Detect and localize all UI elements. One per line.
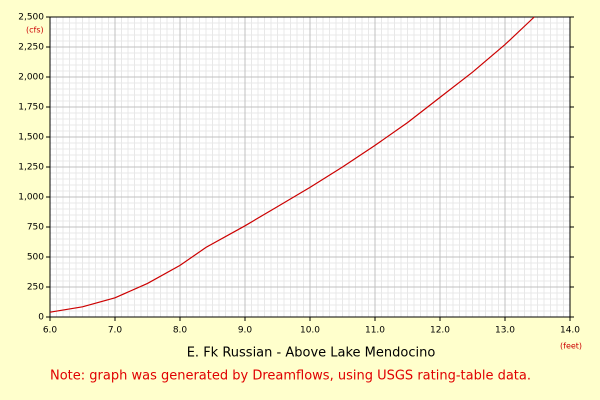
plot-frame [49,16,571,318]
y-tick-label: 500 [27,253,44,263]
y-tick-label: 750 [27,223,44,233]
x-tick-label: 6.0 [43,326,58,336]
note: Note: graph was generated by Dreamflows,… [50,369,531,384]
chart-title: E. Fk Russian - Above Lake Mendocino [187,346,436,361]
data-line [49,16,535,313]
y-tick-label: 2,500 [18,13,44,23]
x-axis-unit: (feet) [560,342,582,351]
y-tick-label: 2,250 [18,43,44,53]
x-tick-label: 12.0 [430,326,450,336]
y-tick-label: 250 [27,283,44,293]
x-tick-label: 13.0 [495,326,515,336]
y-axis-unit: (cfs) [26,26,44,35]
y-tick-label: 1,250 [18,163,44,173]
y-tick-label: 1,500 [18,133,44,143]
x-tick-label: 8.0 [173,326,188,336]
x-tick-label: 7.0 [108,326,123,336]
y-tick-label: 0 [38,313,44,323]
x-tick-label: 10.0 [300,326,320,336]
x-tick-label: 11.0 [365,326,385,336]
x-tick-label: 9.0 [238,326,253,336]
y-tick-label: 2,000 [18,73,44,83]
y-tick-label: 1,000 [18,193,44,203]
y-tick-label: 1,750 [18,103,44,113]
x-tick-label: 14.0 [560,326,580,336]
